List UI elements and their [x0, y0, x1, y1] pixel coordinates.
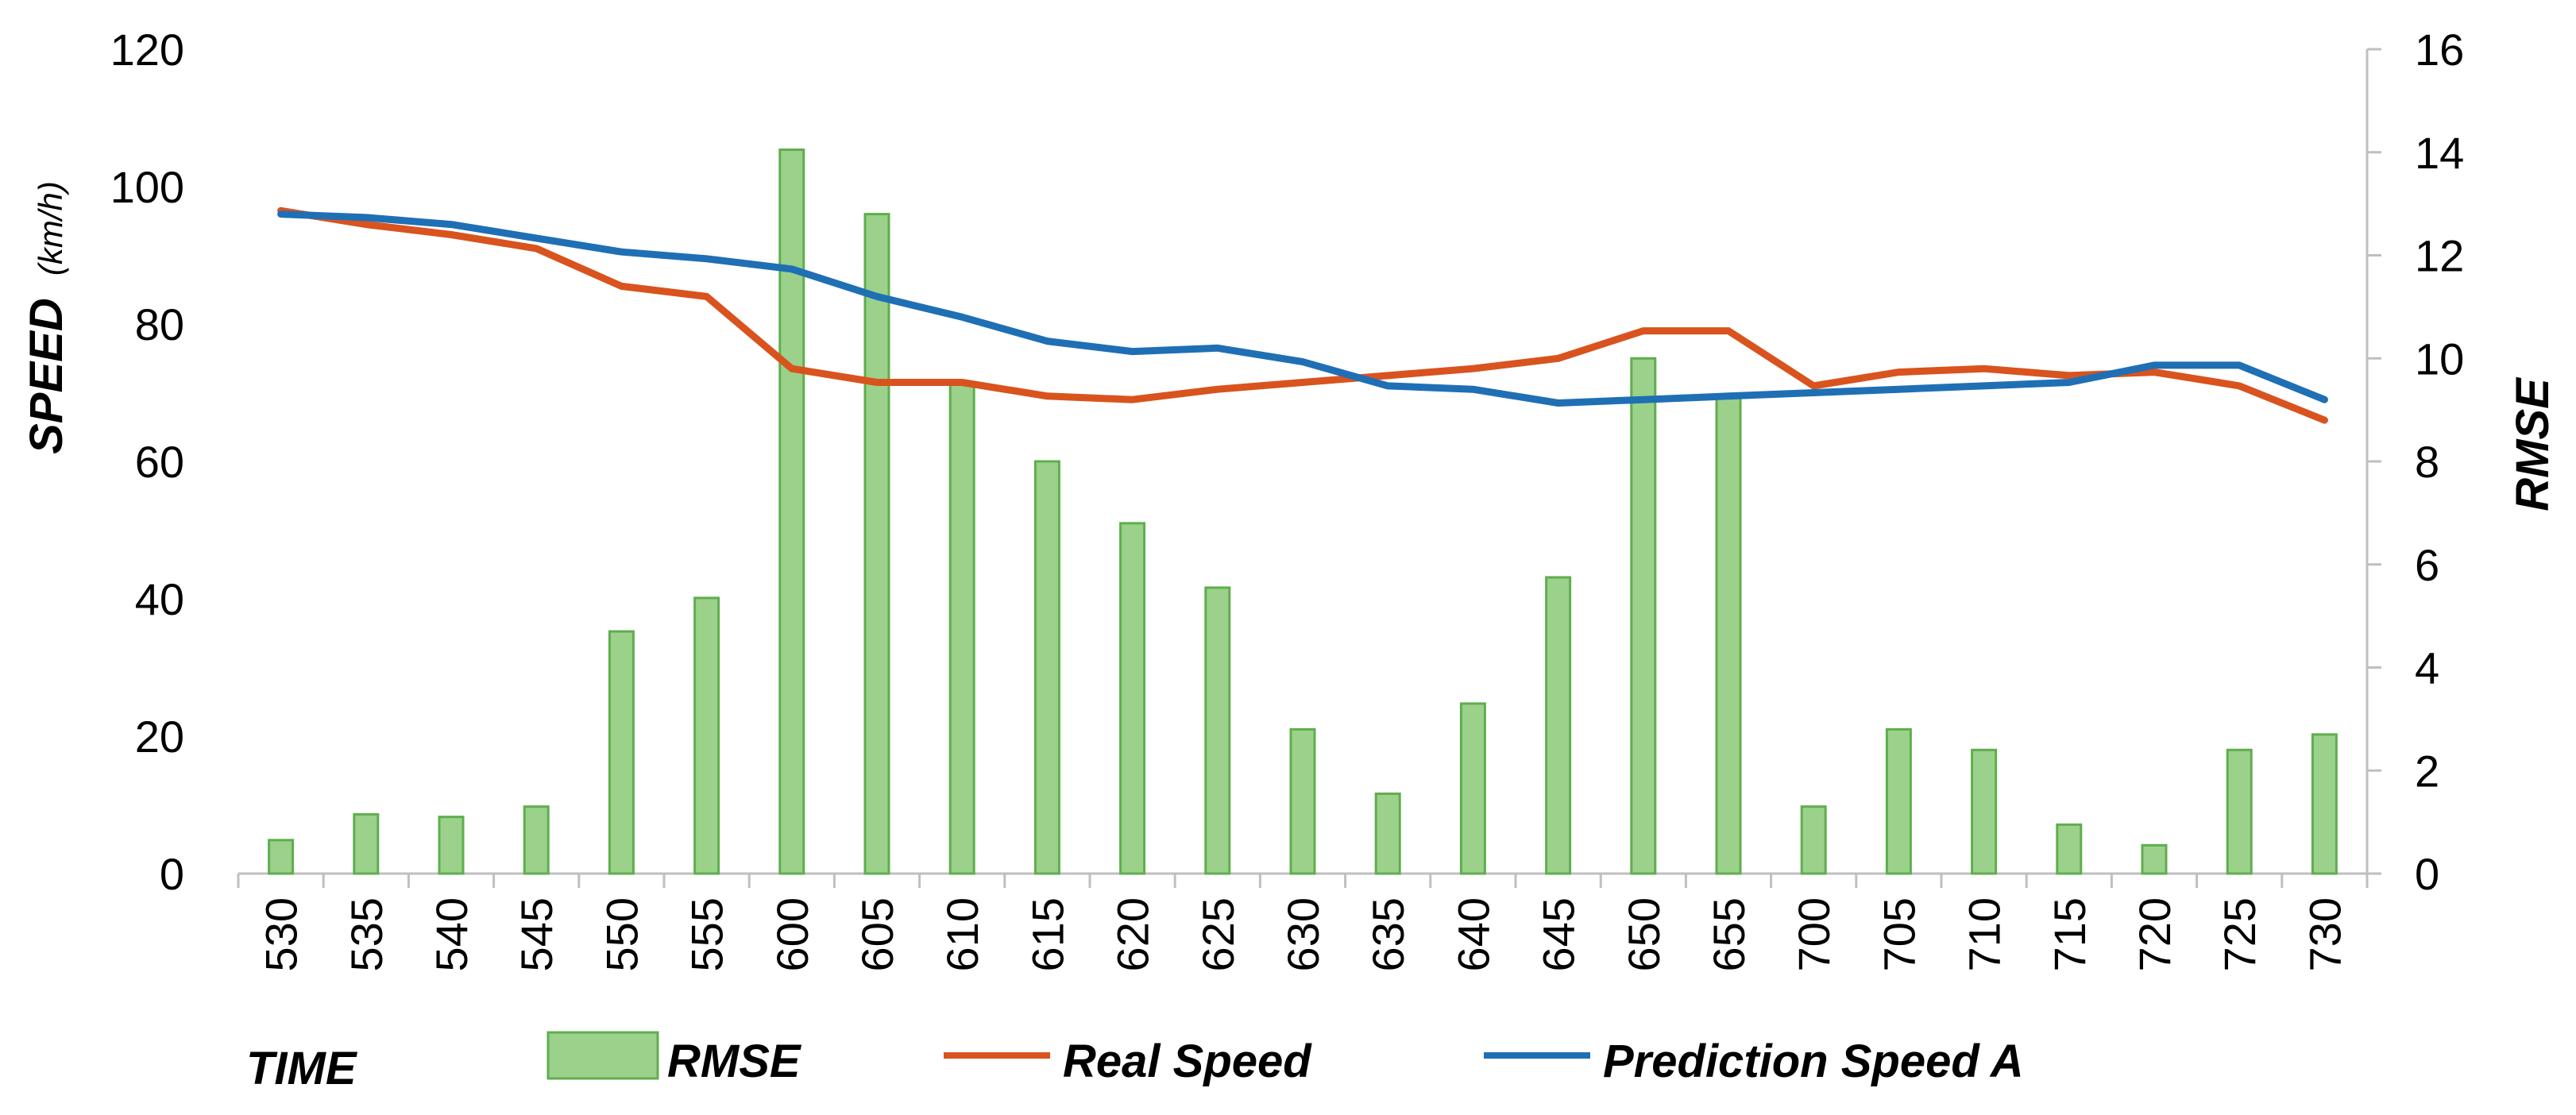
x-tick-label: 700 — [1789, 897, 1839, 971]
rmse-bar — [1119, 522, 1146, 875]
rmse-bar — [1545, 576, 1572, 875]
legend: TIME RMSE Real Speed Prediction Speed A — [246, 1031, 2024, 1094]
x-tick-label: 535 — [342, 897, 392, 971]
rmse-bar — [778, 149, 805, 875]
x-tick-label: 625 — [1193, 897, 1243, 971]
x-tick-label: 620 — [1108, 897, 1158, 971]
rmse-bar — [523, 805, 550, 875]
y2-tick-label: 8 — [2415, 437, 2439, 487]
y2-tick-label: 0 — [2415, 849, 2439, 899]
prediction-speed-line — [277, 210, 2328, 407]
x-tick-label: 545 — [512, 897, 562, 971]
rmse-bar — [2056, 823, 2083, 875]
x-tick-label: 600 — [767, 897, 817, 971]
rmse-bar — [2311, 733, 2338, 875]
x-tick-label: 715 — [2045, 897, 2095, 971]
rmse-bar — [268, 839, 295, 875]
x-axis-title: TIME — [246, 1043, 358, 1094]
y2-tick-label: 16 — [2415, 25, 2464, 75]
x-tick-label: 640 — [1448, 897, 1498, 971]
x-tick-label: 635 — [1363, 897, 1413, 971]
legend-label-prediction-speed: Prediction Speed A — [1603, 1036, 2024, 1087]
x-tick-label: 645 — [1534, 897, 1584, 971]
rmse-bar — [693, 596, 720, 875]
y-tick-label: 100 — [110, 162, 184, 212]
rmse-bar — [1289, 727, 1316, 875]
y-axis-title-unit: (km/h) — [32, 181, 69, 276]
rmse-bar — [608, 630, 635, 875]
x-tick-label: 610 — [937, 897, 987, 971]
rmse-bar — [2226, 748, 2253, 875]
rmse-bar — [438, 816, 465, 875]
y2-tick-label: 2 — [2415, 746, 2439, 796]
legend-swatch-rmse — [546, 1031, 659, 1080]
x-tick-label: 655 — [1704, 897, 1754, 971]
x-tick-label: 725 — [2215, 897, 2265, 971]
rmse-bar — [353, 812, 380, 875]
y-tick-label: 40 — [135, 574, 184, 624]
x-tick-label: 630 — [1278, 897, 1328, 971]
rmse-bar — [1374, 792, 1401, 875]
legend-label-real-speed: Real Speed — [1063, 1036, 1312, 1087]
x-tick-label: 720 — [2130, 897, 2180, 971]
y-tick-label: 20 — [135, 712, 184, 762]
y2-tick-label: 14 — [2415, 128, 2464, 178]
rmse-bar — [948, 383, 975, 875]
y2-tick-label: 4 — [2415, 643, 2439, 693]
y-axis-title-main: SPEED — [21, 298, 72, 454]
y2-axis-title: RMSE — [2507, 376, 2559, 511]
rmse-bar — [1033, 460, 1060, 875]
speed-lines — [277, 206, 2328, 424]
rmse-bar — [1715, 393, 1742, 875]
x-tick-label: 555 — [682, 897, 732, 971]
y-axis-title: SPEED (km/h) — [21, 181, 72, 454]
x-tick-label: 540 — [427, 897, 477, 971]
rmse-bars — [268, 149, 2338, 875]
rmse-bar — [1630, 357, 1657, 875]
tick-labels: 0 20 40 60 80 100 120 0 2 4 6 8 10 12 14 16 530 535 540 545… — [110, 25, 2465, 971]
real-speed-line — [277, 206, 2328, 424]
rmse-bar — [1885, 727, 1912, 875]
x-tick-label: 730 — [2300, 897, 2350, 971]
rmse-bar — [863, 213, 890, 875]
x-tick-label: 550 — [597, 897, 647, 971]
y-tick-label: 0 — [160, 849, 184, 899]
rmse-bar — [2141, 843, 2168, 875]
legend-label-rmse: RMSE — [667, 1036, 802, 1087]
y2-tick-label: 12 — [2415, 231, 2464, 281]
y2-tick-label: 10 — [2415, 334, 2464, 384]
y2-tick-label: 6 — [2415, 540, 2439, 590]
x-tick-label: 605 — [852, 897, 902, 971]
x-tick-label: 705 — [1874, 897, 1924, 971]
rmse-bar — [1459, 702, 1486, 875]
rmse-bar — [1971, 748, 1998, 875]
y-tick-label: 60 — [135, 437, 184, 487]
y-tick-label: 120 — [110, 25, 184, 75]
x-tick-label: 650 — [1619, 897, 1669, 971]
rmse-bar — [1800, 805, 1827, 875]
x-tick-label: 530 — [257, 897, 307, 971]
y-tick-label: 80 — [135, 299, 184, 349]
x-tick-label: 615 — [1022, 897, 1072, 971]
x-tick-label: 710 — [1960, 897, 2010, 971]
rmse-bar — [1204, 586, 1231, 875]
